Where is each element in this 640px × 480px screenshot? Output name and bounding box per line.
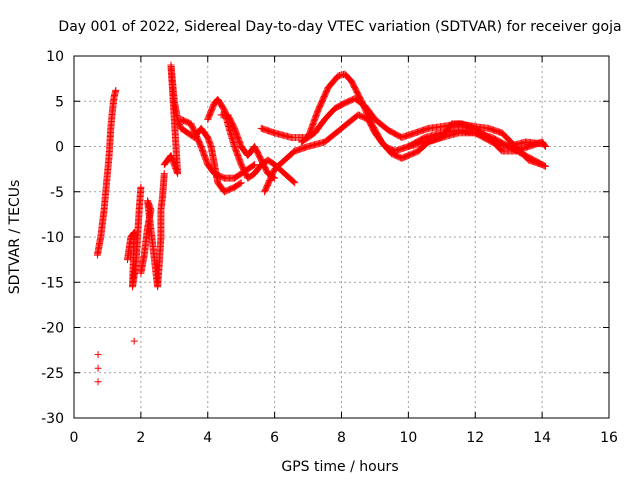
x-tick-label: 14 (533, 430, 551, 446)
data-point (94, 378, 102, 386)
series-pass-a (93, 86, 120, 259)
y-axis-label: SDTVAR / TECUs (7, 180, 23, 295)
data-point (236, 179, 244, 187)
data-point (130, 337, 138, 345)
x-tick-label: 0 (70, 430, 79, 446)
x-tick-label: 16 (600, 430, 618, 446)
series-pass-d (160, 61, 245, 196)
data-marks (93, 61, 549, 386)
x-tick-label: 4 (203, 430, 212, 446)
data-point (249, 161, 257, 169)
ticks (73, 55, 610, 419)
x-axis-label: GPS time / hours (281, 459, 398, 475)
data-point (541, 162, 549, 170)
series-pass-b-outlier (130, 337, 138, 345)
tick-labels: 0 2 4 6 8 10 12 14 16 -30 -25 -20 -15 -10 -5 0 5 10 (41, 49, 618, 446)
data-point (94, 364, 102, 372)
data-point (112, 86, 120, 94)
data-point (137, 183, 145, 191)
series-pass-c (137, 170, 168, 291)
data-point (540, 162, 548, 170)
data-point (538, 140, 546, 148)
y-tick-label: -30 (41, 411, 64, 427)
series-pass-b (124, 183, 145, 291)
y-tick-label: -20 (41, 321, 64, 337)
y-tick-label: 0 (55, 140, 64, 156)
y-tick-label: -5 (50, 185, 64, 201)
x-tick-label: 6 (270, 430, 279, 446)
y-tick-label: -10 (41, 230, 64, 246)
data-point (94, 351, 102, 359)
data-point (291, 179, 299, 187)
y-tick-label: -25 (41, 366, 64, 382)
x-tick-label: 2 (136, 430, 145, 446)
data-point (251, 161, 259, 169)
data-point (160, 170, 168, 178)
x-tick-label: 8 (337, 430, 346, 446)
series-pass-k (404, 126, 546, 150)
data-point (237, 179, 245, 187)
series-pass-g (217, 111, 279, 182)
series-pass-a-outliers (94, 351, 102, 386)
x-tick-label: 10 (399, 430, 417, 446)
chart-title: Day 001 of 2022, Sidereal Day-to-day VTE… (58, 19, 621, 35)
series-pass-e (177, 115, 259, 182)
y-tick-label: 5 (55, 94, 64, 110)
y-tick-label: 10 (46, 49, 64, 65)
data-point (290, 178, 298, 186)
y-tick-label: -15 (41, 275, 64, 291)
x-tick-label: 12 (466, 430, 484, 446)
